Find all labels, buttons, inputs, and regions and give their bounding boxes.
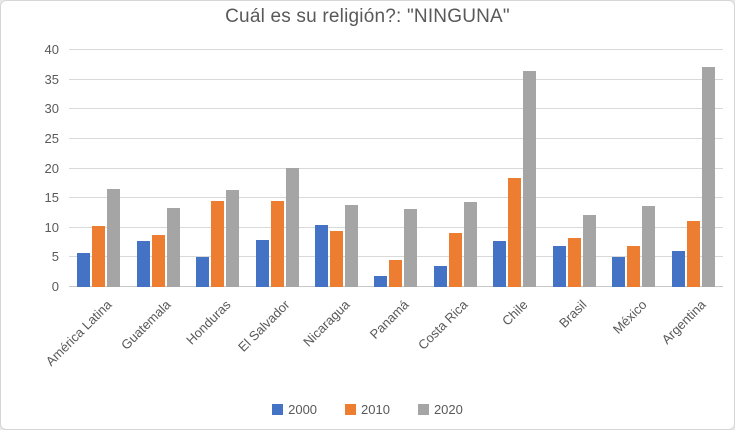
y-tick-20: 20 xyxy=(44,160,59,176)
y-tick-40: 40 xyxy=(44,42,59,57)
legend-item-2010: 2010 xyxy=(345,402,390,417)
y-tick-15: 15 xyxy=(44,190,59,206)
bar-2010-el-salvador xyxy=(270,200,284,287)
bar-2000-costa-rica xyxy=(433,265,447,287)
gridline-35 xyxy=(69,78,723,80)
y-tick-0: 0 xyxy=(51,279,59,294)
legend-label-2010: 2010 xyxy=(361,402,390,417)
bar-2010-mexico xyxy=(627,246,641,287)
bar-group-mexico xyxy=(604,50,663,287)
legend: 2000 2010 2020 xyxy=(1,402,734,417)
bar-2010-chile xyxy=(508,177,522,287)
x-tick-guatemala: Guatemala xyxy=(118,297,174,353)
bar-2020-guatemala xyxy=(166,207,180,287)
bar-2000-el-salvador xyxy=(255,239,269,287)
bar-2000-panama xyxy=(374,275,388,287)
bar-2010-guatemala xyxy=(151,234,165,287)
gridline-40 xyxy=(69,49,723,50)
gridline-25 xyxy=(69,137,723,139)
legend-swatch-2010 xyxy=(345,404,357,415)
y-tick-30: 30 xyxy=(44,101,59,117)
x-tick-honduras: Honduras xyxy=(182,297,234,348)
x-tick-argentina: Argentina xyxy=(658,297,709,347)
bar-2020-nicaragua xyxy=(345,205,359,287)
bar-group-argentina xyxy=(664,50,723,287)
bar-2010-brasil xyxy=(567,237,581,287)
chart-title: Cuál es su religión?: "NINGUNA" xyxy=(225,6,510,27)
bar-2020-brasil xyxy=(582,214,596,287)
bar-2000-mexico xyxy=(612,256,626,287)
legend-item-2000: 2000 xyxy=(272,402,317,417)
bar-2000-chile xyxy=(493,241,507,287)
bar-2010-argentina xyxy=(686,220,700,287)
bar-group-el-salvador xyxy=(247,50,306,287)
bar-group-guatemala xyxy=(128,50,187,287)
y-tick-35: 35 xyxy=(44,71,59,87)
bar-2000-guatemala xyxy=(136,240,150,287)
legend-swatch-2020 xyxy=(417,404,429,415)
x-tick-brasil: Brasil xyxy=(556,297,590,331)
bar-group-panama xyxy=(366,50,425,287)
bar-group-honduras xyxy=(188,50,247,287)
bar-group-brasil xyxy=(545,50,604,287)
y-tick-25: 25 xyxy=(44,130,59,146)
x-tick-america-latina: América Latina xyxy=(42,297,115,369)
bar-group-chile xyxy=(485,50,544,287)
gridline-10 xyxy=(69,226,723,228)
bar-2020-panama xyxy=(404,209,418,287)
legend-label-2020: 2020 xyxy=(433,402,463,417)
bar-2020-america-latina xyxy=(107,188,121,287)
x-tick-costa-rica: Costa Rica xyxy=(415,297,472,353)
gridline-20 xyxy=(69,167,723,169)
bar-2020-honduras xyxy=(226,189,240,287)
x-tick-panama: Panamá xyxy=(366,297,412,342)
gridline-5 xyxy=(69,256,723,258)
bar-2020-chile xyxy=(523,70,537,287)
x-tick-el-salvador: El Salvador xyxy=(235,297,293,355)
bar-2000-nicaragua xyxy=(315,224,329,287)
plot-area xyxy=(69,49,723,287)
bar-2000-argentina xyxy=(671,250,685,287)
y-tick-5: 5 xyxy=(51,249,59,265)
bar-2020-mexico xyxy=(642,205,656,287)
bar-2010-costa-rica xyxy=(448,233,462,287)
gridline-30 xyxy=(69,108,723,110)
y-tick-10: 10 xyxy=(44,219,59,235)
bar-2000-honduras xyxy=(196,256,210,287)
bar-2010-america-latina xyxy=(92,225,106,287)
bar-2010-panama xyxy=(389,260,403,287)
bar-2000-brasil xyxy=(552,245,566,287)
bar-2000-america-latina xyxy=(77,253,91,287)
legend-label-2000: 2000 xyxy=(288,402,318,417)
bar-group-america-latina xyxy=(69,50,128,287)
bar-groups xyxy=(69,50,723,287)
bar-2020-costa-rica xyxy=(463,202,477,287)
bar-group-nicaragua xyxy=(307,50,366,287)
x-tick-mexico: México xyxy=(609,297,650,337)
legend-swatch-2000 xyxy=(272,404,284,415)
bar-2010-honduras xyxy=(211,201,225,287)
x-tick-nicaragua: Nicaragua xyxy=(299,297,353,350)
bar-2020-argentina xyxy=(701,66,715,287)
bar-2020-el-salvador xyxy=(285,167,299,287)
gridline-15 xyxy=(69,197,723,199)
bar-group-costa-rica xyxy=(426,50,485,287)
bar-2010-nicaragua xyxy=(330,230,344,287)
legend-item-2020: 2020 xyxy=(417,402,463,417)
x-tick-chile: Chile xyxy=(498,297,531,329)
